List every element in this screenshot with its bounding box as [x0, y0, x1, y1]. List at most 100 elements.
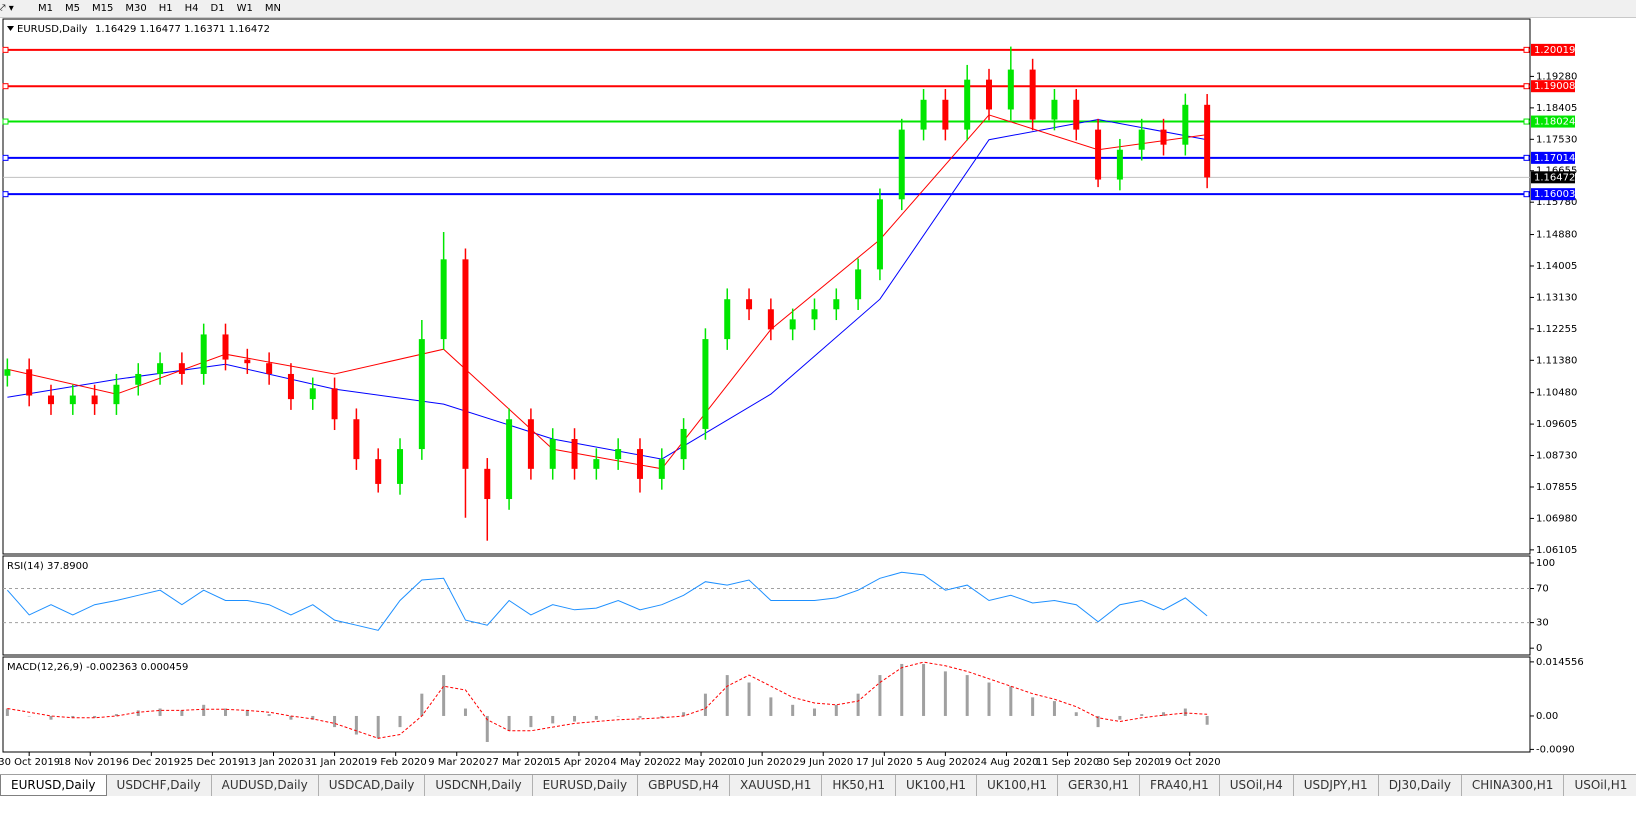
timeframe-button[interactable]: M5 [65, 3, 80, 14]
macd-signal [7, 661, 1208, 739]
level-handle [1523, 191, 1530, 198]
y-tick-label: 30 [1536, 618, 1549, 629]
candle-body [658, 459, 665, 479]
timeframe-button[interactable]: W1 [236, 3, 253, 14]
chart-tab[interactable]: USDCHF,Daily [107, 775, 212, 796]
chart-tab[interactable]: FRA40,H1 [1140, 775, 1220, 796]
y-tick-label: 1.18405 [1536, 103, 1577, 114]
level-handle [2, 83, 9, 90]
toolbar: ⤤ ▾ M1 M5 M15 M30 H1 H4 D1 W1 MN [0, 0, 1636, 18]
macd-bar [616, 715, 620, 717]
timeframe-button[interactable]: M15 [92, 3, 114, 14]
chart-tab[interactable]: DJ30,Daily [1379, 775, 1462, 796]
candle-body [484, 468, 491, 500]
chart-tab[interactable]: AUDUSD,Daily [212, 775, 319, 796]
chart-tab[interactable]: EURUSD,Daily [533, 775, 639, 796]
chart-tab[interactable]: UK100,H1 [977, 775, 1059, 796]
timeframe-button[interactable]: M1 [38, 3, 53, 14]
candle-body [1116, 149, 1123, 180]
moving-average [7, 114, 1208, 470]
macd-bar [27, 715, 31, 717]
macd-bar [965, 675, 969, 716]
macd-bar [71, 715, 75, 718]
y-tick-label: 0.00 [1536, 711, 1558, 722]
x-tick-label: 6 Dec 2019 [123, 757, 181, 768]
chart-tab[interactable]: XAUUSD,H1 [730, 775, 823, 796]
y-tick-label: 1.14880 [1536, 230, 1577, 241]
x-tick-label: 30 Sep 2020 [1097, 757, 1160, 768]
macd-bar [267, 714, 271, 716]
chart-window: 1.19280 1.18405 1.17530 1.16655 1.15780 1.148… [0, 18, 1584, 768]
y-tick-label: 1.07855 [1536, 482, 1577, 493]
timeframe-button[interactable]: M30 [125, 3, 147, 14]
y-tick-label: 1.08730 [1536, 451, 1577, 462]
panel-frame [2, 18, 1531, 555]
candle-body [113, 384, 120, 405]
level-handle [1523, 118, 1530, 125]
macd-bar [943, 671, 947, 716]
macd-bar [507, 715, 511, 731]
chart-tab[interactable]: CHINA300,H1 [1462, 775, 1565, 796]
candle-body [178, 363, 185, 374]
y-tick-label: 1.06105 [1536, 545, 1577, 556]
timeframe-button[interactable]: H4 [184, 3, 199, 14]
timeframe-button[interactable]: MN [264, 3, 281, 14]
y-tick-label: 1.09605 [1536, 419, 1577, 430]
level-label: 1.18024 [1534, 117, 1575, 128]
y-tick-label: 1.10480 [1536, 388, 1577, 399]
macd-bar [682, 712, 686, 716]
chart-tab[interactable]: USDJPY,H1 [1294, 775, 1379, 796]
candle-body [222, 334, 229, 360]
level-label-box [1531, 43, 1575, 56]
candle-body [986, 79, 993, 110]
y-tick-label: 1.06980 [1536, 513, 1577, 524]
candle-body [440, 259, 447, 340]
x-tick-label: 9 Mar 2020 [428, 757, 485, 768]
chart-tab[interactable]: USDCAD,Daily [319, 775, 426, 796]
y-tick-label: 1.19280 [1536, 71, 1577, 82]
candle-body [876, 199, 883, 270]
panel-subtitle: 1.16429 1.16477 1.16371 1.16472 [95, 24, 270, 35]
macd-bar [1162, 712, 1166, 716]
macd-bar [136, 710, 140, 716]
x-tick-label: 17 Jul 2020 [856, 757, 913, 768]
candle-body [462, 259, 469, 469]
chart-tab[interactable]: USOil,H1 [1564, 775, 1636, 796]
candle-body [833, 299, 840, 310]
candle-body [702, 339, 709, 429]
timeframe-button[interactable]: H1 [158, 3, 173, 14]
macd-bar [1183, 708, 1187, 716]
y-tick-label: 1.12255 [1536, 324, 1577, 335]
macd-bar [551, 715, 555, 724]
timeframe-button[interactable]: D1 [210, 3, 225, 14]
chart-tab[interactable]: EURUSD,Daily [0, 775, 107, 796]
macd-bar [354, 715, 358, 735]
macd-bar [180, 710, 184, 716]
level-label-box [1531, 151, 1575, 164]
x-tick-label: 13 Jan 2020 [244, 757, 304, 768]
level-label: 1.16003 [1534, 189, 1575, 200]
candle-body [1160, 129, 1167, 145]
chart-tab[interactable]: HK50,H1 [822, 775, 896, 796]
macd-bar [114, 714, 118, 716]
macd-bar [791, 704, 795, 716]
candle-body [1138, 129, 1145, 150]
chart-tab[interactable]: GBPUSD,H4 [638, 775, 730, 796]
candle-body [746, 299, 753, 310]
macd-bar [529, 715, 533, 728]
chart-tab[interactable]: USDCNH,Daily [425, 775, 533, 796]
chart-tab[interactable]: GER30,H1 [1058, 775, 1140, 796]
macd-bar [1009, 686, 1013, 716]
level-handle [2, 154, 9, 161]
macd-bar [311, 715, 315, 720]
candle-body [375, 459, 382, 484]
macd-bar [1074, 712, 1078, 716]
y-tick-label: 1.15780 [1536, 197, 1577, 208]
candle-body [1095, 129, 1102, 180]
chart-tab[interactable]: UK100,H1 [896, 775, 977, 796]
macd-bar [900, 663, 904, 716]
candle-body [789, 319, 796, 330]
toolbar-icon[interactable]: ⤤ ▾ [0, 3, 14, 14]
chart-tab[interactable]: USOil,H4 [1220, 775, 1294, 796]
